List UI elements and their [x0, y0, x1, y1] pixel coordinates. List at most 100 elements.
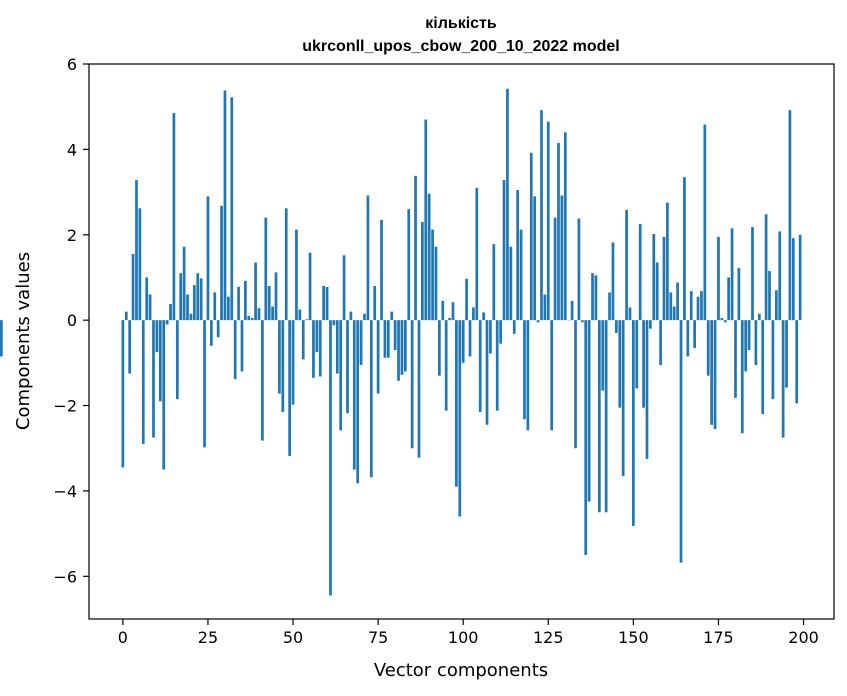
- bar: [434, 246, 438, 321]
- bar: [329, 320, 332, 596]
- y-tick-label: −6: [53, 567, 77, 586]
- bar: [278, 320, 281, 394]
- bar: [621, 320, 625, 476]
- bar: [533, 196, 537, 321]
- bar: [785, 320, 788, 388]
- bar: [261, 320, 264, 441]
- bar: [274, 272, 278, 321]
- bar: [757, 313, 761, 321]
- bar: [499, 320, 502, 344]
- bar: [257, 308, 261, 321]
- bar: [580, 320, 584, 323]
- bar: [380, 219, 383, 321]
- bar: [267, 286, 271, 321]
- y-axis: −6 −4 −2 0 2 4 6: [53, 55, 89, 586]
- bar: [679, 320, 683, 563]
- bar: [349, 311, 353, 321]
- bar: [291, 320, 295, 405]
- bar: [318, 320, 322, 377]
- bar: [696, 296, 700, 321]
- bar: [570, 300, 574, 321]
- bar: [393, 320, 397, 351]
- bar: [536, 320, 540, 323]
- bar: [740, 320, 744, 434]
- bar: [346, 320, 349, 414]
- bar: [189, 313, 193, 321]
- bar: [706, 320, 710, 376]
- bar: [223, 90, 227, 321]
- bar: [342, 255, 346, 321]
- chart-title-line-1: кількість: [425, 15, 497, 32]
- bar: [577, 218, 581, 321]
- bar: [659, 320, 662, 365]
- bar: [642, 320, 645, 408]
- bar: [135, 180, 138, 321]
- bar: [713, 320, 717, 430]
- bar: [727, 277, 731, 321]
- bar: [332, 320, 336, 326]
- bar: [655, 262, 659, 321]
- bar: [131, 253, 135, 321]
- bar: [410, 320, 414, 449]
- x-tick-label: 150: [618, 628, 649, 647]
- bar: [506, 88, 509, 321]
- bar: [516, 189, 520, 321]
- bar: [227, 296, 230, 321]
- bar: [764, 214, 768, 321]
- bar: [128, 320, 132, 374]
- bar: [512, 320, 516, 334]
- bar: [295, 229, 298, 321]
- y-axis-label: Components values: [13, 252, 34, 430]
- bar: [199, 278, 203, 321]
- bar: [301, 320, 305, 360]
- bar: [550, 320, 554, 431]
- bar-series: [0, 88, 802, 596]
- bar: [710, 320, 714, 425]
- y-tick-label: 6: [67, 55, 77, 74]
- bar: [597, 320, 601, 513]
- bar: [502, 180, 506, 321]
- bar: [386, 320, 390, 358]
- bar: [448, 318, 451, 321]
- bar: [666, 202, 669, 321]
- bar: [523, 320, 526, 420]
- bar: [557, 142, 560, 321]
- bar: [148, 294, 152, 321]
- bar: [700, 291, 703, 321]
- bar: [638, 224, 642, 321]
- bar: [717, 236, 720, 321]
- bar: [335, 320, 339, 374]
- bar: [312, 320, 315, 378]
- bar: [798, 234, 802, 321]
- bar: [444, 320, 448, 411]
- bar: [325, 286, 329, 321]
- bar: [315, 320, 319, 353]
- x-tick-label: 200: [788, 628, 819, 647]
- bar: [373, 286, 377, 321]
- bar: [213, 292, 217, 321]
- bar: [723, 320, 727, 323]
- bar: [417, 320, 421, 458]
- bar: [281, 320, 285, 412]
- bar: [747, 320, 751, 351]
- bar: [632, 320, 635, 526]
- chart-title-line-2: ukrconll_upos_cbow_200_10_2022 model: [302, 38, 619, 55]
- bar: [754, 320, 758, 365]
- y-tick-label: 2: [67, 226, 77, 245]
- x-tick-label: 175: [703, 628, 734, 647]
- bar: [703, 124, 707, 321]
- bar: [475, 187, 479, 321]
- plot-area-frame: [88, 63, 835, 620]
- y-tick-label: −2: [53, 397, 77, 416]
- bar: [540, 110, 543, 321]
- y-tick-label: −4: [53, 482, 77, 501]
- bar: [414, 175, 417, 321]
- x-tick-label: 25: [198, 628, 218, 647]
- bar: [250, 318, 254, 321]
- bar: [376, 320, 380, 394]
- x-tick-label: 100: [448, 628, 479, 647]
- bar: [495, 320, 499, 411]
- x-tick-label: 50: [283, 628, 303, 647]
- bar: [791, 238, 795, 321]
- bar: [485, 320, 489, 425]
